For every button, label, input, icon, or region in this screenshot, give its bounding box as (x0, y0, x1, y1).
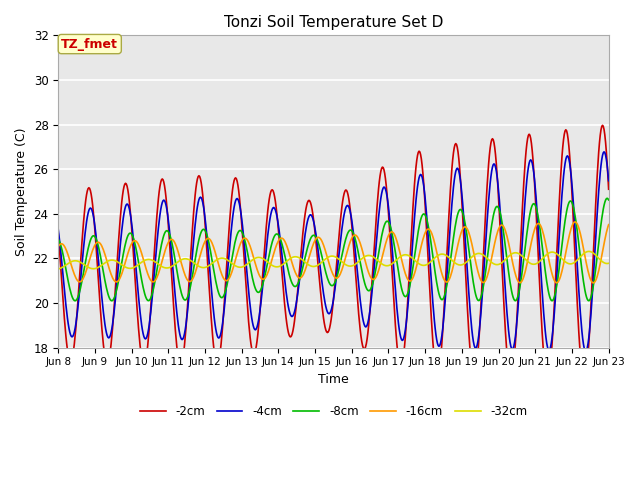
-2cm (433, 371, 440, 377)
Line: -4cm: -4cm (58, 152, 609, 351)
-4cm (433, 336, 440, 342)
-16cm (571, 219, 579, 225)
-16cm (325, 260, 333, 265)
-8cm (554, 273, 562, 279)
-8cm (325, 279, 333, 285)
-2cm (580, 379, 588, 385)
-8cm (54, 237, 62, 242)
-4cm (325, 311, 333, 317)
-8cm (175, 280, 183, 286)
-16cm (54, 243, 62, 249)
-2cm (378, 164, 386, 170)
-16cm (175, 252, 183, 258)
-8cm (604, 195, 611, 201)
-16cm (433, 249, 440, 254)
Line: -2cm: -2cm (58, 125, 609, 382)
-32cm (199, 264, 207, 270)
-16cm (589, 280, 597, 286)
-32cm (554, 252, 562, 258)
-32cm (175, 258, 183, 264)
-32cm (605, 261, 612, 266)
-4cm (605, 178, 612, 184)
-4cm (199, 200, 207, 205)
-16cm (554, 279, 562, 285)
Line: -32cm: -32cm (58, 252, 609, 269)
Line: -8cm: -8cm (58, 198, 609, 301)
Line: -16cm: -16cm (58, 222, 609, 283)
-16cm (605, 222, 612, 228)
-32cm (325, 254, 333, 260)
-2cm (605, 186, 612, 192)
-32cm (433, 253, 440, 259)
Y-axis label: Soil Temperature (C): Soil Temperature (C) (15, 127, 28, 256)
-2cm (199, 192, 207, 198)
-2cm (175, 360, 183, 365)
-4cm (54, 227, 62, 233)
-16cm (199, 244, 207, 250)
Title: Tonzi Soil Temperature Set D: Tonzi Soil Temperature Set D (224, 15, 443, 30)
X-axis label: Time: Time (318, 373, 349, 386)
-8cm (433, 279, 440, 285)
Legend: -2cm, -4cm, -8cm, -16cm, -32cm: -2cm, -4cm, -8cm, -16cm, -32cm (135, 400, 532, 423)
-2cm (598, 122, 606, 128)
-8cm (605, 197, 612, 203)
-4cm (175, 327, 183, 333)
-4cm (582, 348, 589, 354)
-16cm (378, 253, 386, 259)
-2cm (54, 231, 62, 237)
-8cm (378, 230, 386, 236)
-32cm (378, 262, 386, 267)
-32cm (54, 266, 62, 272)
-4cm (554, 251, 562, 257)
-8cm (199, 227, 207, 232)
-4cm (378, 187, 386, 193)
Text: TZ_fmet: TZ_fmet (61, 37, 118, 50)
-4cm (600, 149, 608, 155)
-32cm (585, 249, 593, 254)
-8cm (585, 298, 593, 304)
-2cm (554, 221, 562, 227)
-2cm (325, 328, 333, 334)
